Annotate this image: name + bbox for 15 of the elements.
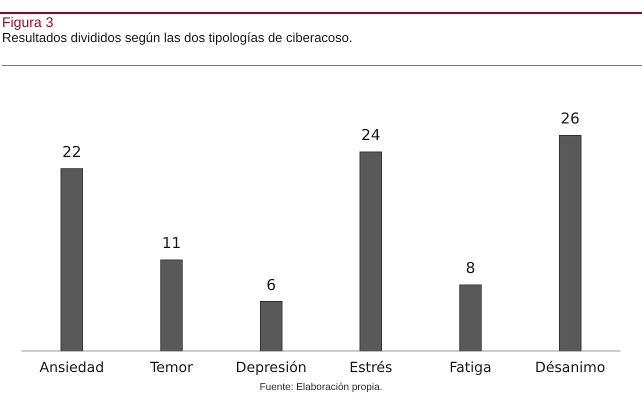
data-label: 6 xyxy=(266,276,276,294)
x-tick-label: Ansiedad xyxy=(40,360,104,376)
data-label: 11 xyxy=(162,234,182,252)
x-tick-label: Estrés xyxy=(349,360,392,376)
x-tick-label: Fatiga xyxy=(449,360,492,376)
chart-title: Figura 3 xyxy=(2,14,54,30)
chart-subtitle: Resultados divididos según las dos tipologías de ciberacoso. xyxy=(2,30,642,66)
data-label: 26 xyxy=(560,110,580,128)
x-tick-label: Depresión xyxy=(236,360,307,376)
source-note: Fuente: Elaboración propia. xyxy=(258,382,384,393)
x-tick-label: Désanimo xyxy=(535,360,606,376)
data-label: 24 xyxy=(361,126,380,144)
x-tick-label: Temor xyxy=(149,360,194,376)
data-label: 8 xyxy=(466,259,476,278)
data-label: 22 xyxy=(62,142,82,161)
